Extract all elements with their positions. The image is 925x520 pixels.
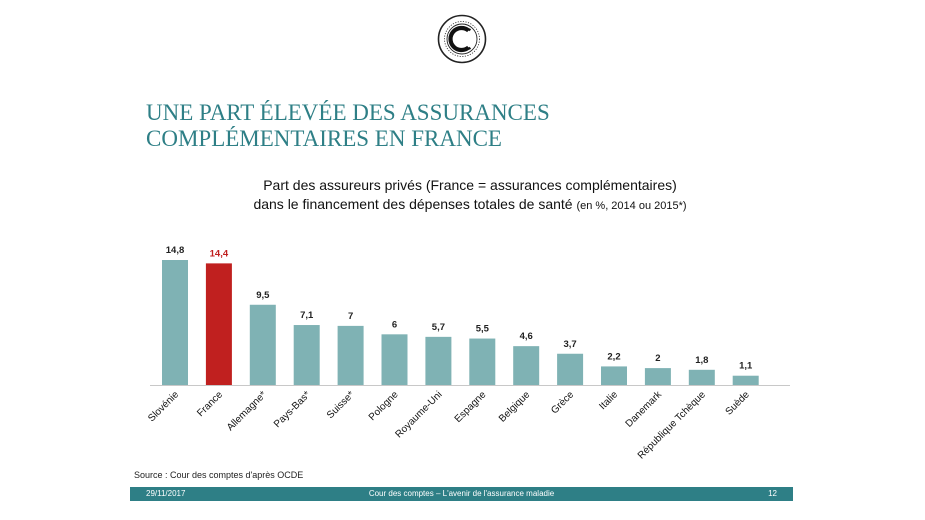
bar-3	[249, 304, 276, 385]
slide-title-line1: UNE PART ÉLEVÉE DES ASSURANCES	[146, 100, 550, 125]
bar-13	[688, 369, 715, 385]
category-label-12: Danemark	[624, 389, 665, 430]
data-label-1: 14,8	[166, 245, 185, 256]
slide-title-line2: COMPLÉMENTAIRES EN FRANCE	[146, 126, 502, 151]
footer-bar: 29/11/2017 Cour des comptes – L'avenir d…	[130, 487, 793, 501]
bar-1	[162, 260, 188, 385]
category-label-6: Pologne	[367, 389, 401, 423]
bar-4	[293, 325, 320, 385]
data-label-5: 7	[348, 311, 353, 322]
bar-10	[557, 353, 584, 385]
slide-title: UNE PART ÉLEVÉE DES ASSURANCES COMPLÉMEN…	[146, 100, 550, 152]
category-label-5: Suisse*	[325, 389, 357, 421]
chart-title-line2: dans le financement des dépenses totales…	[100, 195, 840, 216]
bar-12	[644, 368, 671, 385]
category-label-8: Espagne	[453, 389, 489, 425]
bar-2	[205, 263, 232, 385]
data-label-11: 2,2	[607, 351, 620, 362]
data-label-3: 9,5	[256, 290, 270, 301]
data-label-4: 7,1	[300, 310, 314, 321]
data-label-2: 14,4	[210, 248, 229, 259]
chart-subtitle: (en %, 2014 ou 2015*)	[576, 200, 687, 212]
category-label-1: Slovénie	[146, 389, 181, 424]
category-label-14: Suède	[724, 389, 753, 418]
category-label-3: Allemagne*	[225, 389, 269, 433]
data-label-13: 1,8	[695, 355, 708, 366]
category-label-2: France	[195, 389, 225, 419]
data-label-9: 4,6	[520, 331, 533, 342]
data-label-6: 6	[392, 319, 397, 330]
data-label-7: 5,7	[432, 322, 445, 333]
bar-9	[513, 346, 540, 385]
bar-5	[337, 325, 364, 385]
category-label-4: Pays-Bas*	[272, 389, 313, 430]
bar-7	[425, 336, 452, 385]
data-label-14: 1,1	[739, 361, 753, 372]
category-label-10: Grèce	[549, 389, 576, 416]
bar-8	[469, 338, 496, 385]
cour-des-comptes-seal-icon	[437, 14, 487, 64]
chart-title-line2-text: dans le financement des dépenses totales…	[253, 196, 573, 212]
chart-title-line1: Part des assureurs privés (France = assu…	[263, 177, 677, 193]
bar-11	[601, 366, 627, 385]
data-label-8: 5,5	[476, 324, 490, 335]
source-note: Source : Cour des comptes d'après OCDE	[134, 470, 304, 480]
category-label-11: Italie	[597, 389, 620, 412]
bar-6	[381, 334, 408, 385]
category-label-9: Belgique	[497, 389, 533, 425]
data-label-10: 3,7	[563, 339, 576, 350]
footer-title: Cour des comptes – L'avenir de l'assuran…	[368, 489, 555, 498]
bar-14	[732, 375, 759, 385]
footer-date: 29/11/2017	[146, 489, 186, 498]
page-number: 12	[768, 489, 777, 498]
data-label-12: 2	[655, 353, 660, 364]
chart-title: Part des assureurs privés (France = assu…	[100, 176, 840, 216]
category-label-7: Royaume-Uni	[394, 389, 445, 440]
